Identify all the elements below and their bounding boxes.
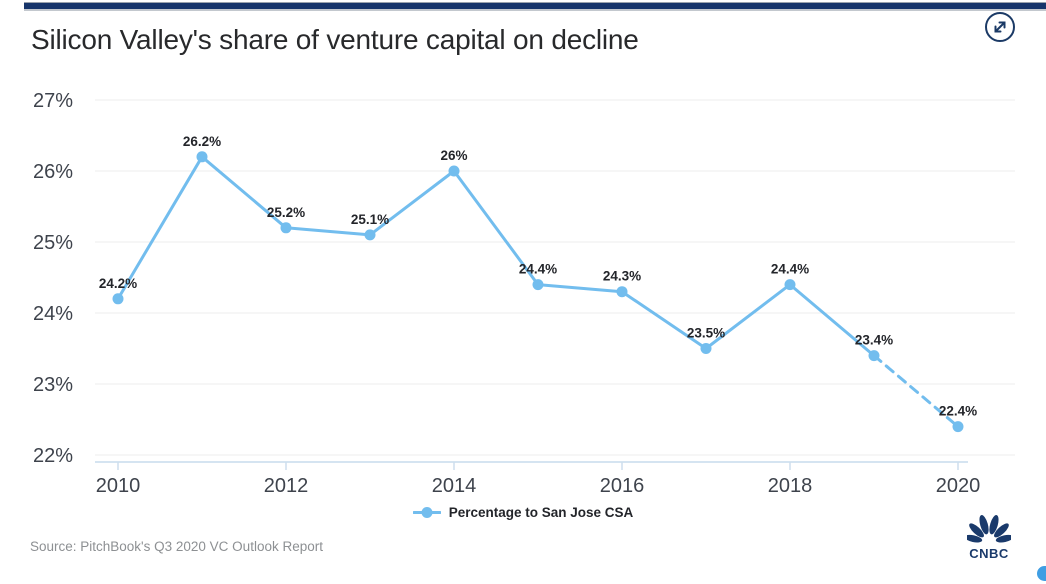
data-point-2017 (700, 343, 712, 354)
source-text: Source: PitchBook's Q3 2020 VC Outlook R… (30, 539, 323, 554)
x-axis-label: 2020 (936, 475, 981, 497)
cnbc-logo-text: CNBC (969, 546, 1009, 561)
line-segment (620, 290, 708, 350)
cnbc-peacock-icon (964, 515, 1014, 543)
data-point-2010 (112, 293, 124, 305)
data-point-2016 (616, 286, 628, 298)
chart-title: Silicon Valley's share of venture capita… (31, 24, 639, 55)
x-axis-label: 2016 (600, 475, 645, 497)
data-point-2012 (280, 222, 292, 234)
y-axis-label: 23% (33, 374, 73, 396)
data-point-2019 (868, 350, 880, 362)
edge-blue-marker (1037, 566, 1046, 581)
top-accent-bar (24, 2, 1046, 11)
y-axis-label: 25% (33, 232, 73, 254)
data-point-2011 (196, 151, 208, 163)
data-point-label: 25.2% (267, 205, 305, 220)
line-segment (452, 169, 540, 287)
data-point-label: 26% (440, 148, 467, 163)
line-segment (116, 155, 204, 301)
line-segment (704, 283, 792, 350)
data-point-2018 (784, 279, 796, 291)
data-point-label: 23.4% (855, 333, 893, 348)
data-point-2014 (448, 165, 460, 177)
data-point-label: 26.2% (183, 134, 221, 149)
y-axis-label: 22% (33, 445, 73, 467)
x-axis-label: 2014 (432, 475, 477, 497)
data-point-label: 24.2% (99, 276, 137, 291)
x-axis-label: 2012 (264, 475, 309, 497)
legend-marker-icon (412, 507, 441, 518)
y-axis-label: 26% (33, 161, 73, 183)
data-point-2013 (364, 229, 376, 241)
line-segment (368, 169, 456, 237)
line-segment (788, 283, 876, 358)
line-segment (872, 354, 960, 429)
y-axis-label: 27% (33, 90, 73, 112)
data-point-label: 22.4% (939, 404, 977, 419)
line-segment (200, 155, 288, 230)
x-axis-label: 2018 (768, 475, 813, 497)
data-point-label: 24.3% (603, 269, 641, 284)
x-axis-label: 2010 (96, 475, 141, 497)
data-point-label: 24.4% (519, 262, 557, 277)
expand-icon (985, 12, 1015, 42)
data-point-label: 23.5% (687, 326, 725, 341)
cnbc-logo: CNBC (960, 515, 1018, 561)
legend-label: Percentage to San Jose CSA (448, 505, 634, 520)
data-point-label: 24.4% (771, 262, 809, 277)
data-point-2015 (532, 279, 544, 291)
data-point-2020 (952, 421, 964, 433)
y-axis-label: 24% (33, 303, 73, 325)
line-segment (284, 226, 372, 237)
line-segment (536, 283, 624, 294)
expand-button[interactable] (983, 10, 1017, 44)
legend: Percentage to San Jose CSA (0, 505, 1046, 520)
data-point-label: 25.1% (351, 212, 389, 227)
